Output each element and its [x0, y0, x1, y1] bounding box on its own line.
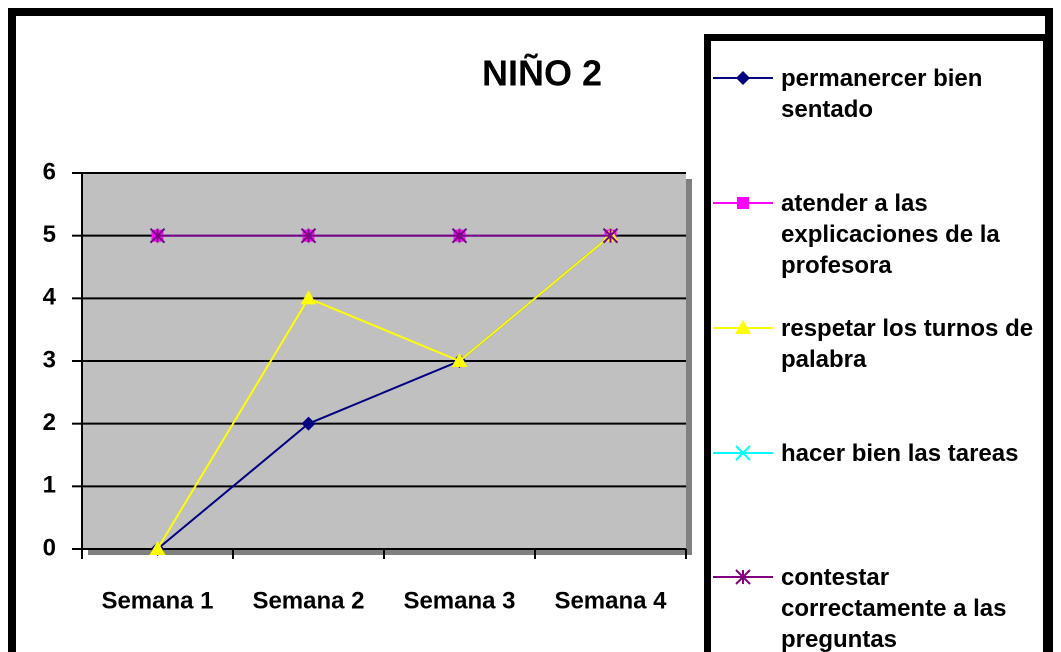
- x-tick-label: Semana 3: [403, 587, 515, 614]
- y-tick-label: 2: [43, 409, 56, 436]
- y-tick-label: 4: [43, 284, 57, 311]
- series-line: [156, 234, 612, 550]
- y-tick-label: 3: [43, 346, 56, 373]
- legend-icon: [713, 445, 773, 461]
- chart: NIÑO 2 0 1 2 3 4 5 6 Semana 1 Semana 2 Semana 3 Se…: [43, 52, 692, 614]
- x-tick-label: Semana 2: [252, 587, 364, 614]
- legend-label: respetar los turnos de palabra: [781, 315, 1034, 373]
- legend-label: permanercer bien sentado: [781, 65, 983, 123]
- x-tick-label: Semana 1: [101, 587, 213, 614]
- y-tick-label: 6: [43, 158, 56, 185]
- marker: [737, 197, 749, 209]
- legend-label: hacer bien las tareas: [781, 440, 1019, 467]
- marker: [735, 569, 751, 585]
- y-tick-label: 0: [43, 534, 56, 561]
- marker: [300, 290, 317, 305]
- legend-icon: [713, 569, 773, 585]
- legend: permanercer bien sentado atender a las ex…: [704, 34, 1050, 652]
- chart-title: NIÑO 2: [482, 52, 602, 94]
- marker: [301, 416, 316, 431]
- legend-icon: [713, 71, 773, 85]
- x-tick-label: Semana 4: [554, 587, 667, 614]
- marker: [149, 227, 166, 244]
- marker: [735, 320, 751, 334]
- marker: [149, 541, 166, 555]
- y-tick-label: 5: [43, 221, 56, 248]
- legend-entry: contestar correctamente a las preguntas: [711, 562, 1043, 652]
- legend-entry: atender a las explicaciones de la profes…: [711, 188, 1043, 281]
- legend-entry: hacer bien las tareas: [711, 438, 1043, 469]
- legend-label: atender a las explicaciones de la profes…: [781, 190, 1000, 279]
- marker: [735, 445, 751, 461]
- marker: [451, 353, 468, 367]
- marker: [300, 227, 317, 244]
- marker: [736, 71, 750, 85]
- marker: [602, 227, 619, 244]
- marker: [451, 227, 468, 244]
- legend-entry: permanercer bien sentado: [711, 63, 1043, 125]
- legend-label: contestar correctamente a las preguntas: [781, 564, 1007, 652]
- legend-entry: respetar los turnos de palabra: [711, 313, 1043, 375]
- legend-icon: [713, 320, 773, 334]
- y-tick-label: 1: [43, 472, 56, 499]
- legend-icon: [713, 197, 773, 209]
